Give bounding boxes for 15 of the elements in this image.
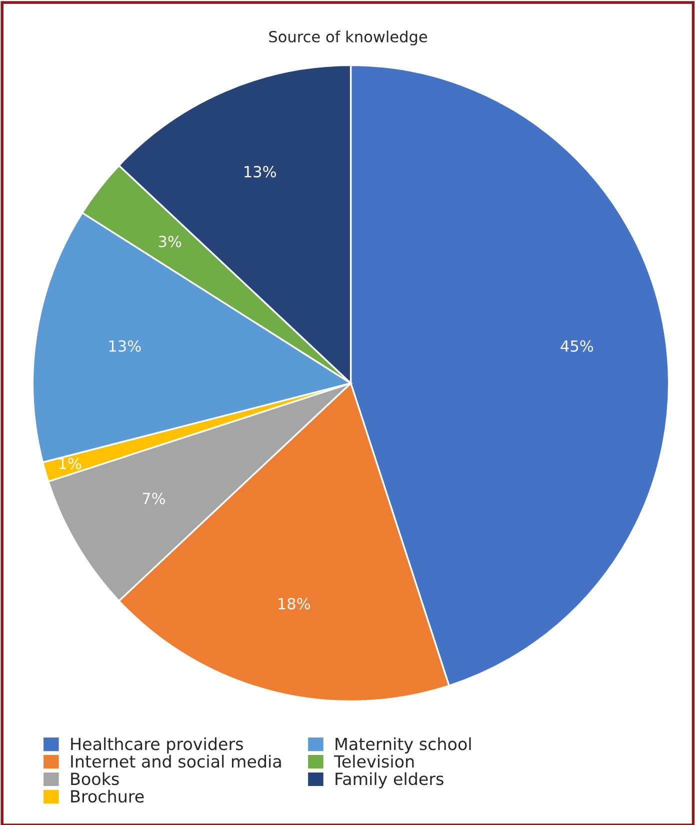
data-label: 18% bbox=[278, 598, 310, 610]
chart-title: Source of knowledge bbox=[269, 30, 428, 46]
data-label: 7% bbox=[142, 492, 165, 504]
data-label: 13% bbox=[244, 166, 276, 178]
data-label: 1% bbox=[59, 458, 82, 470]
data-label: 45% bbox=[560, 340, 594, 352]
legend-label: Television bbox=[334, 754, 414, 768]
legend-label: Family elders bbox=[336, 772, 444, 788]
data-label: 13% bbox=[109, 340, 141, 352]
legend-label: Internet and social media bbox=[71, 754, 281, 768]
legend-label: Healthcare providers bbox=[71, 737, 243, 754]
legend-label: Books bbox=[71, 772, 119, 786]
legend-label: Brochure bbox=[71, 790, 144, 803]
data-label: 3% bbox=[158, 236, 182, 248]
legend-label: Maternity school bbox=[336, 737, 471, 754]
